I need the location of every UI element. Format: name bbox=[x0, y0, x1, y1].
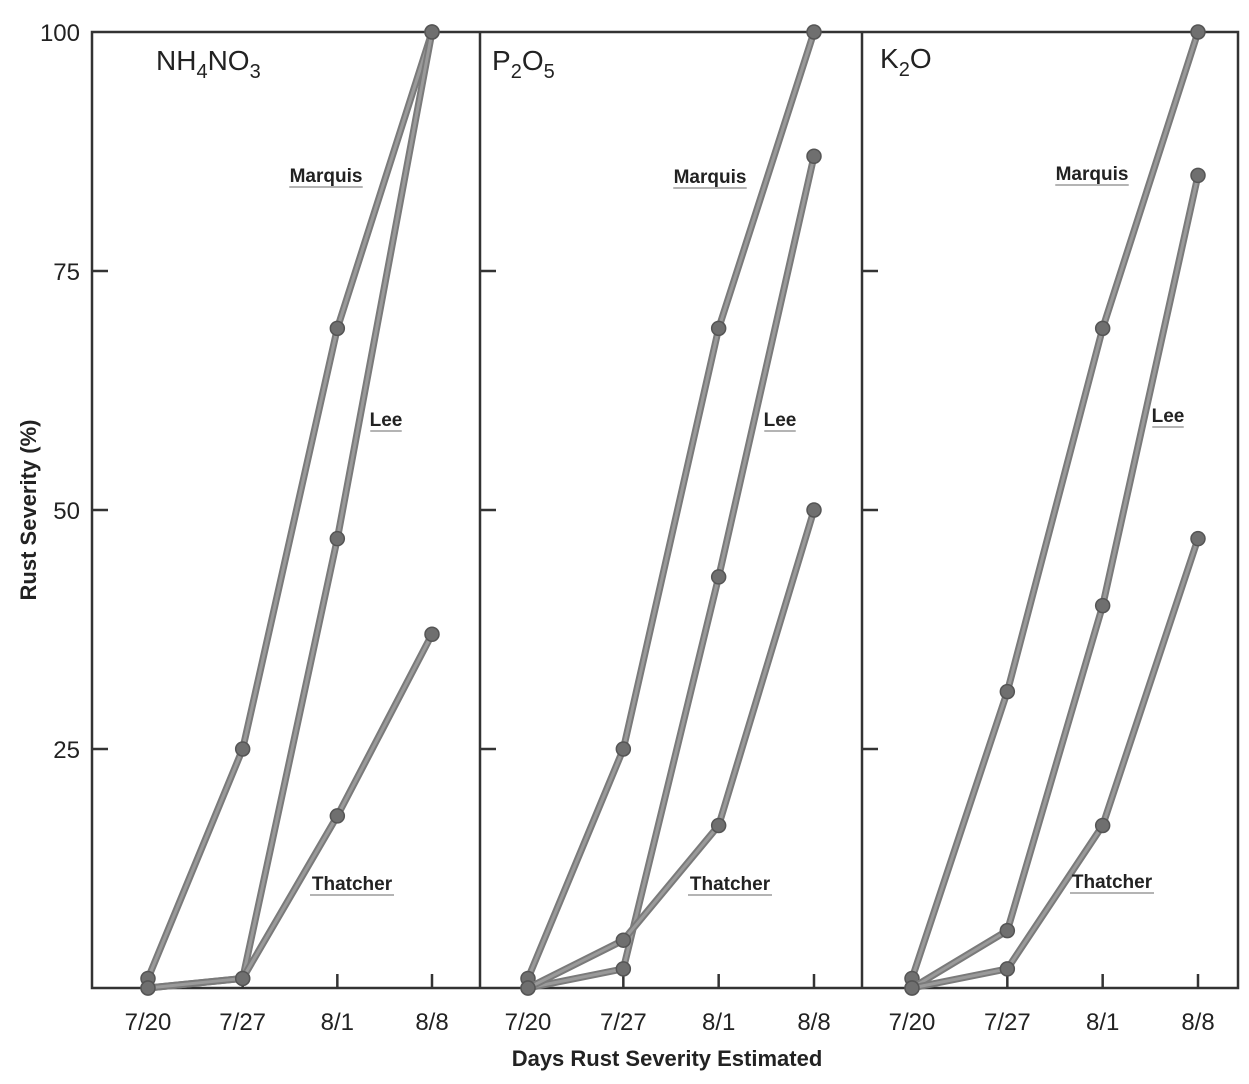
data-point-thatcher bbox=[329, 808, 346, 824]
data-point-lee bbox=[1094, 597, 1111, 614]
series-label-lee: Lee bbox=[1152, 406, 1185, 427]
panel-title: K2O bbox=[880, 43, 932, 81]
series-label-lee: Lee bbox=[764, 410, 797, 431]
y-tick-label: 50 bbox=[53, 498, 80, 525]
y-tick-label: 100 bbox=[40, 20, 80, 47]
y-axis-title: Rust Severity (%) bbox=[16, 420, 41, 601]
data-point-thatcher bbox=[710, 817, 727, 834]
y-tick-label: 75 bbox=[53, 259, 80, 286]
series-line-inner-lee bbox=[527, 155, 816, 990]
data-point-thatcher bbox=[234, 970, 251, 987]
x-tick-label: 7/27 bbox=[984, 1009, 1031, 1036]
data-point-lee bbox=[615, 961, 632, 977]
data-point-thatcher bbox=[904, 980, 920, 996]
data-point-marquis bbox=[710, 320, 727, 337]
y-tick-label: 25 bbox=[53, 737, 80, 764]
x-axis-title: Days Rust Severity Estimated bbox=[512, 1046, 823, 1071]
series-label-thatcher: Thatcher bbox=[312, 874, 393, 895]
series-line-thatcher bbox=[524, 506, 818, 992]
data-point-lee bbox=[424, 24, 440, 40]
data-point-thatcher bbox=[140, 980, 156, 996]
x-tick-label: 8/1 bbox=[1086, 1009, 1119, 1036]
x-tick-label: 7/27 bbox=[219, 1009, 266, 1036]
series-line-thatcher bbox=[144, 630, 436, 992]
x-tick-label: 8/1 bbox=[702, 1009, 735, 1036]
x-tick-label: 7/20 bbox=[889, 1009, 936, 1036]
x-tick-label: 7/20 bbox=[505, 1009, 552, 1036]
data-point-thatcher bbox=[1094, 817, 1111, 834]
data-point-thatcher bbox=[806, 502, 822, 518]
series-line-inner-lee bbox=[911, 175, 1200, 990]
data-point-marquis bbox=[329, 320, 346, 337]
data-point-marquis bbox=[615, 741, 632, 757]
data-point-thatcher bbox=[424, 626, 440, 643]
data-point-marquis bbox=[234, 741, 251, 757]
x-tick-label: 7/20 bbox=[125, 1009, 172, 1036]
x-tick-label: 8/8 bbox=[1181, 1009, 1214, 1036]
series-line-inner-marquis bbox=[146, 31, 434, 980]
series-line-inner-thatcher bbox=[527, 509, 816, 990]
series-line-lee bbox=[908, 171, 1202, 992]
series-line-marquis bbox=[524, 28, 818, 982]
series-line-inner-marquis bbox=[526, 31, 816, 980]
series-label-marquis: Marquis bbox=[1056, 164, 1129, 185]
series-label-thatcher: Thatcher bbox=[1072, 872, 1153, 893]
series-line-inner-thatcher bbox=[147, 633, 434, 990]
panel-title: NH4NO3 bbox=[156, 45, 261, 83]
data-point-marquis bbox=[806, 24, 822, 40]
x-tick-label: 8/8 bbox=[797, 1009, 830, 1036]
data-point-lee bbox=[710, 569, 727, 585]
panel-title: P2O5 bbox=[492, 45, 555, 83]
series-label-lee: Lee bbox=[370, 410, 403, 431]
data-point-thatcher bbox=[520, 980, 536, 996]
data-point-marquis bbox=[1190, 24, 1206, 40]
x-tick-label: 7/27 bbox=[600, 1009, 647, 1036]
series-line-lee bbox=[524, 152, 818, 992]
data-point-marquis bbox=[1094, 320, 1111, 337]
data-point-marquis bbox=[999, 683, 1016, 700]
series-line-inner-marquis bbox=[910, 31, 1200, 979]
x-tick-label: 8/8 bbox=[415, 1009, 448, 1036]
data-point-thatcher bbox=[615, 932, 632, 948]
series-label-marquis: Marquis bbox=[674, 167, 747, 188]
data-point-thatcher bbox=[1190, 530, 1206, 547]
data-point-thatcher bbox=[999, 961, 1016, 977]
data-point-lee bbox=[806, 148, 822, 165]
data-point-lee bbox=[1190, 167, 1206, 184]
series-line-inner-thatcher bbox=[911, 538, 1200, 990]
data-point-lee bbox=[999, 922, 1016, 939]
series-label-thatcher: Thatcher bbox=[690, 874, 771, 895]
data-point-lee bbox=[329, 530, 346, 547]
x-tick-label: 8/1 bbox=[321, 1009, 354, 1036]
series-label-marquis: Marquis bbox=[290, 166, 363, 187]
